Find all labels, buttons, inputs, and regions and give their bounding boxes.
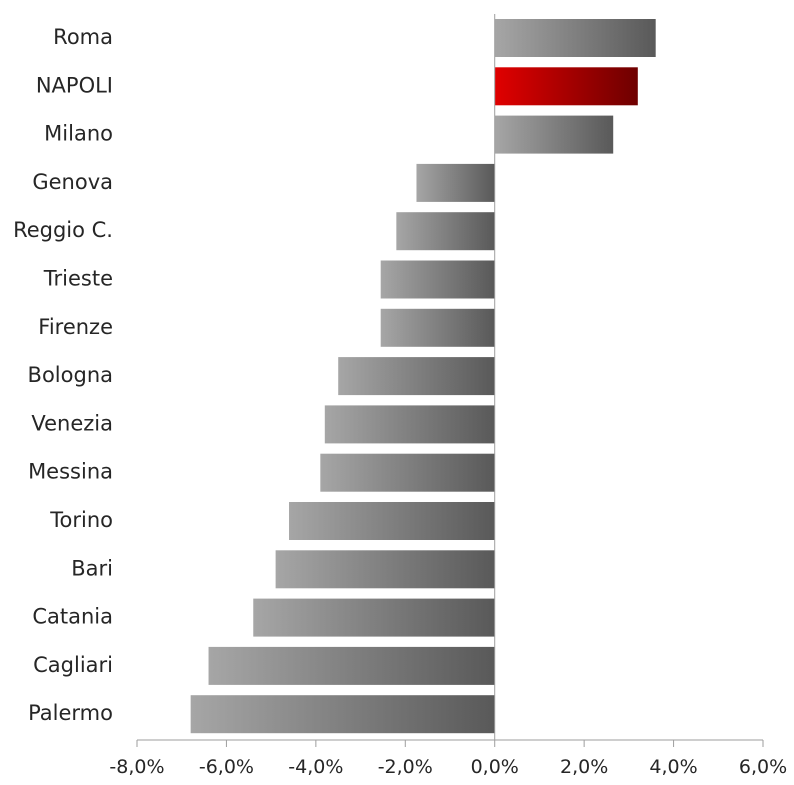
category-label: Bari bbox=[71, 556, 113, 580]
x-tick-label: -2,0% bbox=[378, 756, 433, 778]
x-tick-label: -4,0% bbox=[288, 756, 343, 778]
bar-palermo bbox=[190, 695, 495, 734]
bar-reggio-c bbox=[396, 212, 495, 251]
category-label: Catania bbox=[32, 605, 113, 629]
category-label: Palermo bbox=[28, 701, 113, 725]
category-label: Milano bbox=[44, 122, 113, 146]
x-tick-label: 6,0% bbox=[739, 756, 787, 778]
bars-layer bbox=[190, 19, 656, 734]
category-label: Reggio C. bbox=[13, 218, 113, 242]
x-tick-label: 0,0% bbox=[471, 756, 519, 778]
category-label: Roma bbox=[53, 25, 113, 49]
bar-venezia bbox=[324, 405, 495, 444]
bar-firenze bbox=[380, 308, 495, 347]
bar-trieste bbox=[380, 260, 495, 299]
category-label: Cagliari bbox=[33, 653, 113, 677]
x-tick-label: -6,0% bbox=[199, 756, 254, 778]
bar-genova bbox=[416, 163, 495, 202]
x-tick-label: 4,0% bbox=[649, 756, 697, 778]
category-label: Firenze bbox=[38, 315, 113, 339]
bar-napoli bbox=[494, 67, 638, 106]
category-label: Torino bbox=[49, 508, 113, 532]
category-label: NAPOLI bbox=[36, 73, 113, 97]
category-label: Venezia bbox=[31, 411, 113, 435]
bar-cagliari bbox=[208, 646, 495, 685]
x-axis: -8,0% -6,0% -4,0% -2,0% 0,0% 2,0% 4,0% 6,0% bbox=[109, 739, 787, 778]
category-label: Bologna bbox=[28, 363, 113, 387]
bar-catania bbox=[253, 598, 495, 637]
bar-milano bbox=[494, 115, 614, 154]
category-label: Genova bbox=[32, 170, 113, 194]
bar-torino bbox=[289, 502, 495, 540]
bar-messina bbox=[320, 453, 495, 492]
x-tick-label: -8,0% bbox=[109, 756, 164, 778]
x-tick-label: 2,0% bbox=[560, 756, 608, 778]
bar-bari bbox=[275, 550, 495, 589]
category-labels: Roma NAPOLI Milano Genova Reggio C. Trieste Fi… bbox=[13, 25, 113, 725]
bar-bologna bbox=[338, 357, 495, 396]
category-label: Messina bbox=[28, 460, 113, 484]
bar-roma bbox=[494, 19, 656, 57]
category-label: Trieste bbox=[43, 267, 113, 291]
